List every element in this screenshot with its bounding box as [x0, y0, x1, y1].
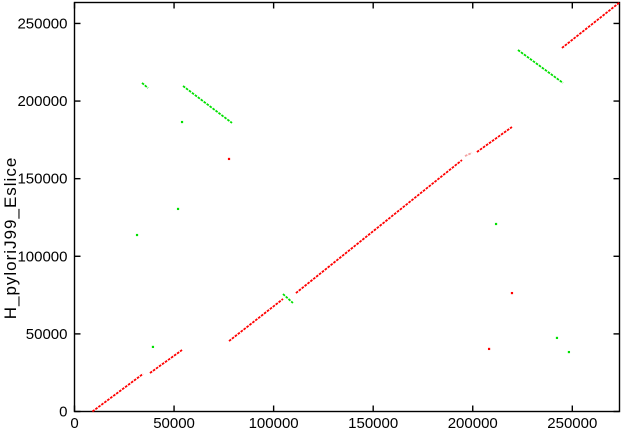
reverse-matches-segment	[517, 49, 564, 84]
y-tick-label: 0	[59, 404, 67, 421]
reverse-matches-point	[567, 350, 571, 354]
y-tick-label: 50000	[26, 326, 68, 343]
reverse-matches-point	[151, 345, 155, 349]
reverse-matches-point	[494, 222, 498, 226]
forward-matches-segment	[149, 349, 183, 374]
reverse-matches-segment	[141, 82, 149, 89]
x-tick-label: 100000	[249, 415, 299, 432]
y-tick-label: 150000	[17, 171, 67, 188]
reverse-matches-point	[135, 233, 139, 237]
reverse-matches-point	[555, 336, 559, 340]
forward-matches-segment	[228, 298, 284, 342]
forward-matches-segment	[561, 1, 621, 49]
forward-matches-segment	[295, 159, 463, 294]
y-tick-label: 100000	[17, 248, 67, 265]
y-tick-label: 250000	[17, 15, 67, 32]
x-tick-label: 50000	[153, 415, 195, 432]
forward-matches-segment	[476, 126, 513, 153]
x-tick-label: 200000	[448, 415, 498, 432]
forward-matches-faint-segment	[464, 152, 473, 157]
plot-border	[73, 1, 621, 413]
reverse-matches-segment	[182, 85, 233, 124]
y-tick-label: 200000	[17, 93, 67, 110]
chart-layer: 0 50000 100000 150000 200000 250000 0 50000 1000…	[17, 1, 621, 432]
reverse-matches-segment	[282, 293, 294, 304]
x-tick-label: 250000	[547, 415, 597, 432]
forward-matches-segment	[91, 373, 144, 413]
reverse-matches-point	[180, 120, 184, 124]
forward-matches-point	[227, 157, 231, 161]
reverse-matches-point	[176, 207, 180, 211]
forward-matches-point	[510, 291, 514, 295]
x-tick-label: 150000	[348, 415, 398, 432]
forward-matches-point	[487, 347, 491, 351]
x-tick-label: 0	[70, 415, 78, 432]
y-axis-title: H_pyloriJ99_Eslice	[1, 157, 20, 320]
